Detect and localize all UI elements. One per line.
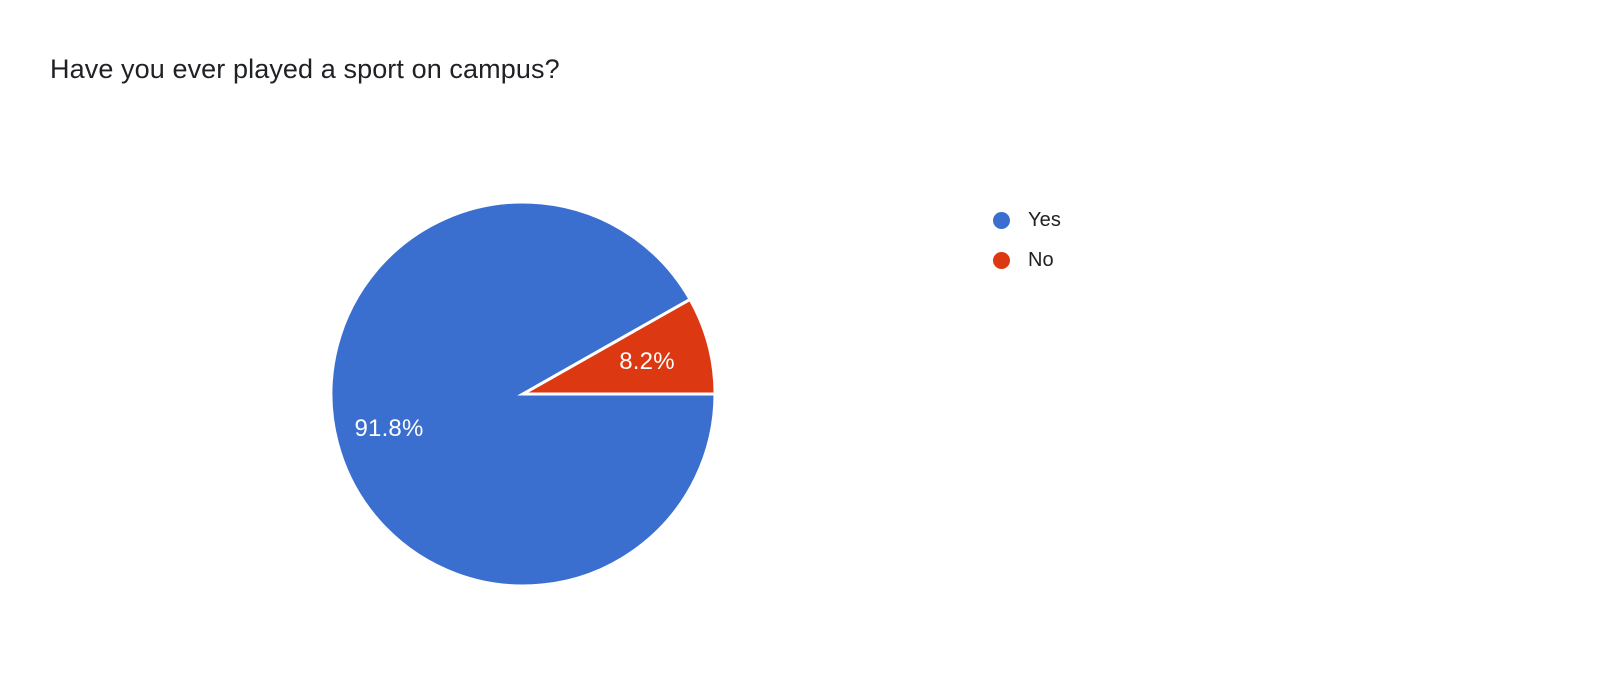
- chart-title: Have you ever played a sport on campus?: [50, 54, 560, 84]
- chart-legend: Yes No: [993, 200, 1293, 280]
- pie-slice-label-yes: 91.8%: [354, 415, 423, 442]
- pie-chart-svg: 91.8% 8.2%: [329, 200, 717, 588]
- pie-slice-label-no: 8.2%: [619, 348, 675, 375]
- legend-item-yes[interactable]: Yes: [993, 200, 1293, 240]
- legend-label-yes: Yes: [1028, 209, 1061, 231]
- pie-chart-plot-area: 91.8% 8.2%: [329, 200, 717, 588]
- legend-swatch-yes-icon: [993, 211, 1010, 229]
- legend-label-no: No: [1028, 249, 1054, 271]
- legend-item-no[interactable]: No: [993, 240, 1293, 280]
- legend-swatch-no-icon: [993, 251, 1010, 269]
- pie-slice-no[interactable]: [517, 297, 717, 396]
